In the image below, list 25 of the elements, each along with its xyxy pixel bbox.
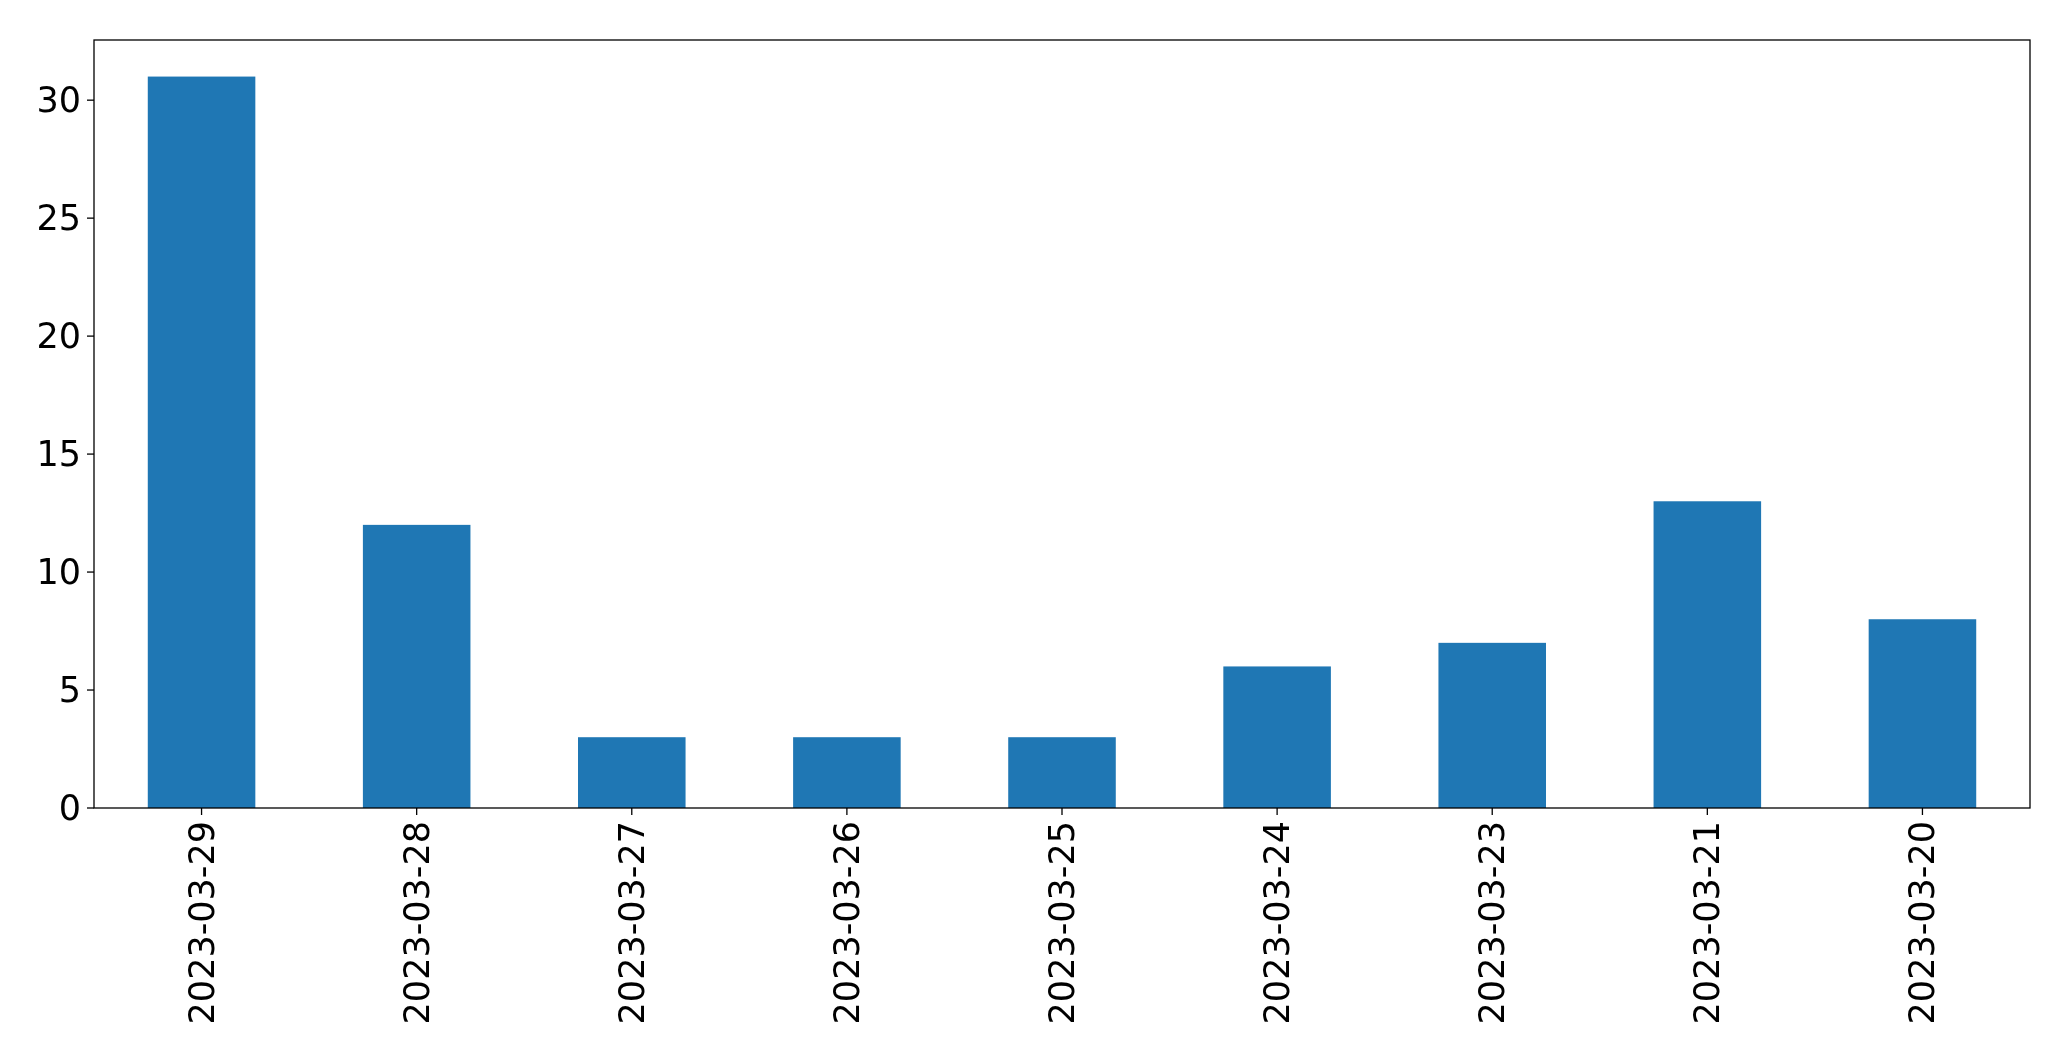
y-tick-label: 5 bbox=[58, 670, 81, 711]
bar bbox=[1653, 501, 1762, 808]
y-tick-label: 30 bbox=[36, 80, 81, 121]
bar bbox=[793, 737, 901, 808]
x-tick-label: 2023-03-20 bbox=[1902, 821, 1943, 1025]
x-tick-label: 2023-03-28 bbox=[396, 821, 437, 1025]
x-tick-label: 2023-03-27 bbox=[611, 821, 652, 1025]
bar bbox=[1008, 737, 1116, 808]
y-tick-label: 25 bbox=[36, 198, 81, 239]
bar bbox=[362, 524, 471, 808]
y-tick-label: 10 bbox=[36, 552, 81, 593]
bar bbox=[1438, 642, 1546, 808]
x-tick-label: 2023-03-29 bbox=[181, 821, 222, 1025]
x-tick-label: 2023-03-24 bbox=[1257, 821, 1298, 1025]
x-tick-label: 2023-03-25 bbox=[1042, 821, 1082, 1025]
bar bbox=[578, 737, 686, 808]
bar bbox=[147, 76, 256, 808]
y-tick-label: 15 bbox=[36, 434, 81, 475]
x-tick-label: 2023-03-26 bbox=[826, 821, 867, 1025]
x-tick-label: 2023-03-21 bbox=[1687, 821, 1728, 1025]
bar bbox=[1868, 619, 1977, 808]
y-tick-label: 0 bbox=[58, 788, 81, 828]
x-tick-label: 2023-03-23 bbox=[1472, 821, 1513, 1025]
bar bbox=[1223, 666, 1331, 808]
y-tick-label: 20 bbox=[36, 316, 81, 357]
